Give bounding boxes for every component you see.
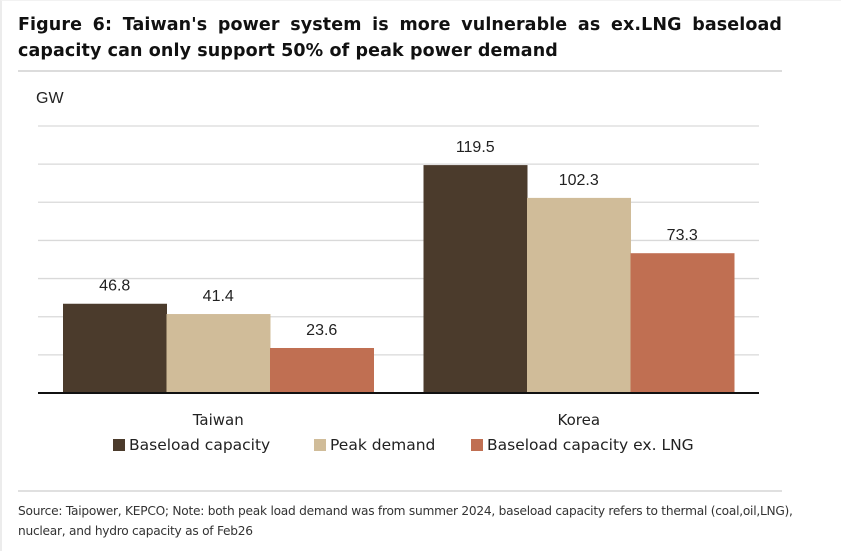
bar-value-label: 23.6 (306, 322, 337, 339)
legend-label: Baseload capacity ex. LNG (487, 436, 694, 454)
title-divider (18, 70, 782, 72)
bar-taiwan-baseload-capacity-ex-lng (270, 347, 374, 393)
legend-swatch (113, 439, 125, 451)
legend-item: Baseload capacity (113, 436, 270, 454)
bar-taiwan-peak-demand (166, 314, 271, 393)
legend-item: Baseload capacity ex. LNG (471, 436, 694, 454)
footer-divider (18, 490, 782, 492)
bar-value-label: 119.5 (456, 139, 495, 156)
category-label-taiwan: Taiwan (192, 411, 244, 429)
source-note: Source: Taipower, KEPCO; Note: both peak… (18, 504, 793, 538)
bar-value-labels: 46.8 41.4 23.6 119.5 102.3 73.3 (99, 139, 698, 339)
bar-value-label: 102.3 (559, 172, 599, 189)
bar-value-label: 73.3 (667, 227, 698, 244)
bar-korea-baseload-capacity (423, 165, 528, 393)
legend-label: Baseload capacity (129, 436, 271, 454)
bar-taiwan-baseload-capacity (63, 303, 167, 393)
category-label-korea: Korea (557, 411, 600, 429)
bar-korea-baseload-capacity-ex-lng (630, 253, 735, 393)
bars (63, 165, 735, 393)
legend-item: Peak demand (314, 436, 435, 454)
category-labels: Taiwan Korea (192, 411, 600, 429)
bar-value-label: 46.8 (99, 278, 130, 295)
legend-label: Peak demand (330, 436, 436, 454)
legend-swatch (314, 439, 326, 451)
bar-korea-peak-demand (527, 197, 631, 393)
bar-value-label: 41.4 (203, 288, 234, 305)
legend-swatch (471, 439, 483, 451)
figure-title: Figure 6: Taiwan's power system is more … (18, 15, 782, 61)
y-axis-unit-label: GW (36, 90, 64, 107)
